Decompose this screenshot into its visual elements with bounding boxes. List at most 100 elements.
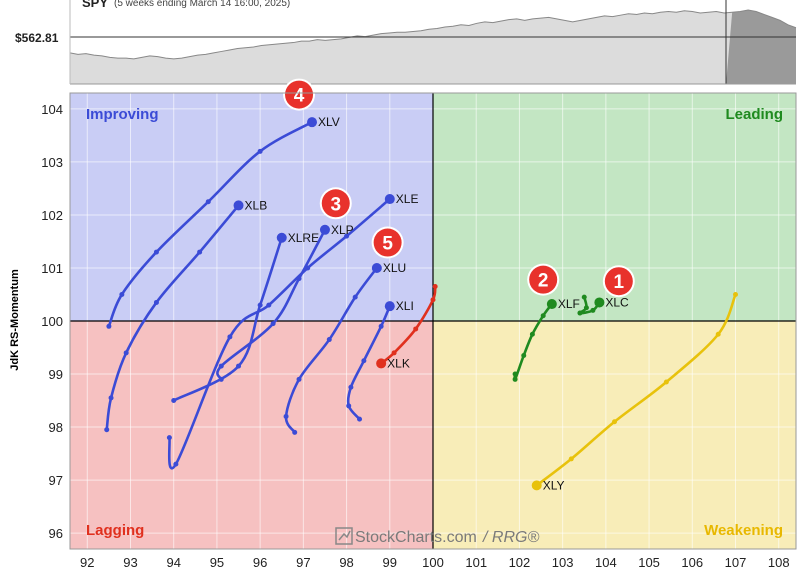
watermark: StockCharts.com / RRG®	[335, 527, 539, 546]
label-xle: XLE	[396, 192, 419, 206]
x-tick-label: 100	[422, 555, 444, 570]
spy-tail-area	[726, 10, 796, 84]
tail-xlb[interactable]: XLB	[104, 198, 267, 433]
x-tick-label: 96	[253, 555, 267, 570]
x-tick-label: 94	[166, 555, 180, 570]
tail-xlu[interactable]: XLU	[283, 261, 407, 435]
highlight-badges: 1 2 3 4 5	[283, 78, 635, 298]
badge-5: 5	[371, 226, 404, 259]
tail-point-xlv	[119, 291, 125, 297]
y-tick-label: 100	[41, 314, 63, 329]
tail-point-xlu	[292, 429, 298, 435]
tail-point-xly	[715, 331, 721, 337]
tail-point-xlp	[218, 363, 224, 369]
tail-xli[interactable]: XLI	[346, 299, 414, 422]
label-xlre: XLRE	[288, 231, 319, 245]
watermark-brand: StockCharts.com	[355, 529, 477, 546]
y-tick-label: 102	[41, 208, 63, 223]
tail-point-xlb	[153, 299, 159, 305]
badge-2: 2	[527, 263, 560, 296]
badge-circle	[285, 80, 314, 109]
tail-point-xle	[227, 334, 233, 340]
label-xlk: XLK	[387, 356, 410, 370]
tail-point-xly	[663, 379, 669, 385]
tail-point-xlv	[106, 323, 112, 329]
x-tick-label: 97	[296, 555, 310, 570]
spy-symbol: SPY	[82, 0, 108, 10]
head-point-xlp	[319, 224, 330, 235]
head-point-xlk	[376, 358, 387, 369]
tail-point-xlb	[108, 395, 114, 401]
y-tick-label: 99	[49, 367, 63, 382]
tail-xlc[interactable]: XLC	[577, 294, 629, 316]
tail-point-xlp	[296, 276, 302, 282]
tail-point-xly	[733, 291, 738, 297]
x-tick-label: 92	[80, 555, 94, 570]
watermark-product: / RRG®	[482, 529, 539, 546]
head-point-xli	[384, 301, 395, 312]
tail-point-xlk	[391, 350, 397, 356]
head-point-xlf	[546, 299, 557, 310]
tail-point-xlf	[521, 352, 527, 358]
tail-point-xlu	[352, 294, 358, 300]
tail-point-xly	[612, 419, 617, 425]
tail-point-xlk	[432, 284, 438, 290]
tail-xlp[interactable]: XLP	[216, 223, 354, 382]
badge-1: 1	[602, 265, 635, 298]
tail-point-xlb	[197, 249, 203, 255]
quadrant-label-improving: Improving	[86, 106, 159, 123]
spy-price-line	[69, 9, 797, 60]
tail-point-xlb	[123, 350, 129, 356]
tail-point-xlp	[218, 376, 224, 382]
label-xlu: XLU	[383, 261, 406, 275]
rrg-tails: XLV XLB XLE XLRE XLP XLU XLI XLK XLF XLC XLY	[104, 115, 738, 492]
badge-number: 1	[614, 272, 625, 293]
tail-point-xlv	[257, 148, 263, 154]
tail-point-xli	[357, 416, 363, 422]
head-point-xlre	[276, 232, 287, 243]
badge-circle	[373, 228, 402, 257]
spy-price-label: $562.81	[15, 31, 59, 45]
badge-circle	[529, 265, 558, 294]
tail-xlre[interactable]: XLRE	[171, 231, 319, 404]
head-point-xly	[531, 480, 542, 491]
badge-number: 3	[330, 194, 341, 215]
tail-point-xle	[266, 302, 272, 308]
tail-xlv[interactable]: XLV	[106, 115, 340, 329]
head-point-xlb	[233, 200, 244, 211]
x-tick-label: 102	[509, 555, 531, 570]
tail-point-xli	[378, 323, 384, 329]
tail-point-xli	[361, 358, 367, 364]
tail-xly[interactable]: XLY	[531, 291, 738, 492]
tail-xle[interactable]: XLE	[166, 192, 419, 470]
label-xli: XLI	[396, 299, 414, 313]
tail-point-xlre	[171, 398, 177, 404]
tail-point-xlp	[270, 321, 276, 327]
y-axis-title: JdK RS-Momentum	[9, 269, 21, 371]
badge-number: 2	[538, 271, 549, 292]
tail-point-xlu	[326, 337, 332, 343]
tail-point-xlc	[577, 310, 583, 316]
tail-point-xlf	[512, 371, 518, 377]
head-point-xlv	[307, 117, 317, 128]
spy-subtitle: (5 weeks ending March 14 16:00, 2025)	[114, 0, 290, 9]
tail-point-xlre	[236, 363, 242, 369]
x-tick-label: 107	[725, 555, 747, 570]
tail-point-xle	[166, 435, 172, 441]
y-tick-label: 98	[49, 420, 63, 435]
tail-xlk[interactable]: XLK	[376, 284, 438, 370]
tail-point-xlre	[257, 302, 263, 308]
center-axes	[70, 93, 796, 549]
x-tick-label: 98	[339, 555, 353, 570]
tail-point-xlf	[512, 376, 518, 382]
quadrant-weakening	[433, 321, 796, 549]
tail-point-xlc	[581, 294, 587, 300]
label-xlp: XLP	[331, 223, 354, 237]
tail-point-xlu	[283, 413, 289, 419]
tail-xlf[interactable]: XLF	[512, 297, 580, 382]
tail-point-xle	[344, 233, 350, 239]
label-xlv: XLV	[318, 115, 340, 129]
tail-point-xlf	[529, 331, 535, 337]
tail-point-xlc	[583, 305, 589, 311]
badge-circle	[604, 267, 633, 296]
